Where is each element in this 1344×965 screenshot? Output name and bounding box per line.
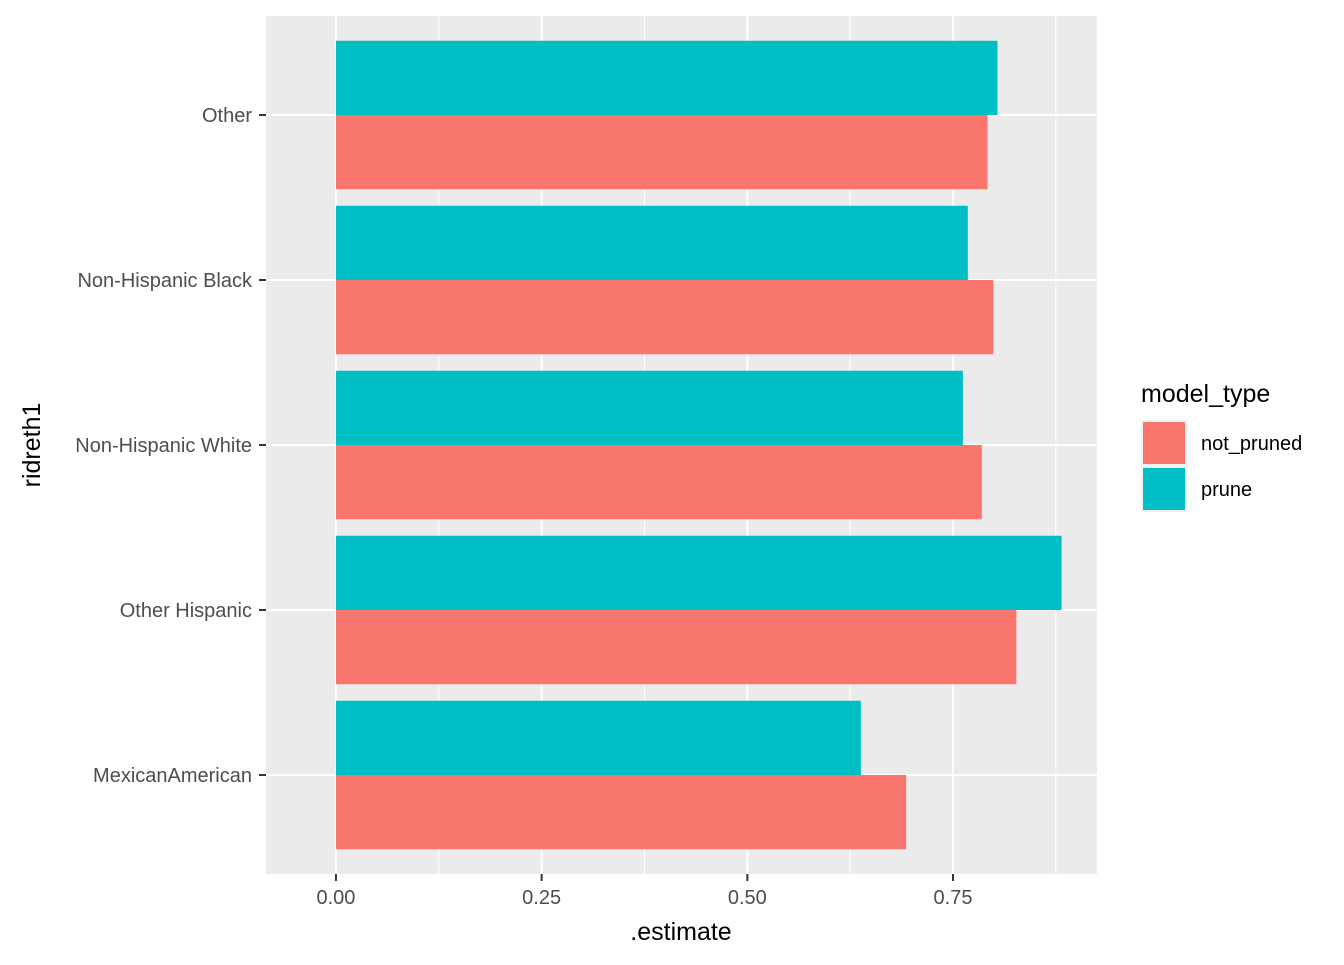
legend-label: prune (1201, 479, 1252, 501)
bar-not_pruned (335, 775, 907, 850)
x-axis-title: .estimate (630, 918, 731, 946)
y-tick-label: Other Hispanic (120, 600, 252, 622)
bar-prune (335, 700, 861, 775)
bars (335, 40, 1062, 850)
bar-not_pruned (335, 115, 988, 190)
legend-title: model_type (1141, 380, 1270, 408)
bar-prune (335, 205, 968, 280)
bar-not_pruned (335, 280, 994, 355)
y-tick-label: MexicanAmerican (93, 765, 252, 787)
x-axis: 0.00 0.25 0.50 0.75 (316, 874, 972, 909)
y-axis: MexicanAmerican Other Hispanic Non-Hispani… (75, 105, 266, 787)
legend-swatch-prune (1143, 468, 1185, 510)
y-tick-label: Non-Hispanic Black (77, 270, 253, 292)
bar-not_pruned (335, 610, 1017, 685)
x-tick-label: 0.50 (728, 887, 767, 909)
legend-swatch-not_pruned (1143, 422, 1185, 464)
y-tick-label: Other (202, 105, 252, 127)
bar-prune (335, 370, 963, 445)
y-axis-title: ridreth1 (18, 403, 46, 488)
x-tick-label: 0.00 (316, 887, 355, 909)
x-tick-label: 0.75 (934, 887, 973, 909)
bar-not_pruned (335, 445, 982, 520)
x-tick-label: 0.25 (522, 887, 561, 909)
bar-prune (335, 40, 998, 115)
y-tick-label: Non-Hispanic White (75, 435, 252, 457)
bar-prune (335, 535, 1062, 610)
legend-label: not_pruned (1201, 433, 1302, 455)
